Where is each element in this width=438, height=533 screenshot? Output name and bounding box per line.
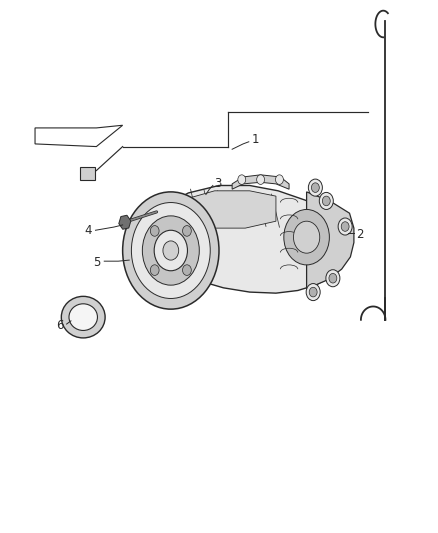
Circle shape bbox=[306, 284, 320, 301]
Ellipse shape bbox=[61, 296, 105, 338]
Circle shape bbox=[150, 225, 159, 236]
Text: 3: 3 bbox=[215, 177, 222, 190]
Circle shape bbox=[154, 230, 187, 271]
Circle shape bbox=[322, 196, 330, 206]
Text: 1: 1 bbox=[252, 133, 259, 146]
Circle shape bbox=[309, 287, 317, 297]
Polygon shape bbox=[188, 191, 276, 228]
Circle shape bbox=[238, 175, 246, 184]
Circle shape bbox=[257, 175, 265, 184]
Text: 4: 4 bbox=[84, 224, 92, 237]
Circle shape bbox=[123, 192, 219, 309]
Circle shape bbox=[311, 183, 319, 192]
Circle shape bbox=[326, 270, 340, 287]
Circle shape bbox=[163, 241, 179, 260]
Polygon shape bbox=[307, 192, 354, 289]
Circle shape bbox=[341, 222, 349, 231]
FancyBboxPatch shape bbox=[80, 167, 95, 180]
Circle shape bbox=[338, 218, 352, 235]
Polygon shape bbox=[166, 185, 350, 293]
Circle shape bbox=[284, 209, 329, 265]
Circle shape bbox=[293, 221, 320, 253]
Polygon shape bbox=[119, 215, 131, 229]
Circle shape bbox=[150, 265, 159, 276]
Circle shape bbox=[142, 216, 199, 285]
Circle shape bbox=[308, 179, 322, 196]
Circle shape bbox=[131, 203, 210, 298]
Text: 6: 6 bbox=[56, 319, 64, 332]
Circle shape bbox=[329, 273, 337, 283]
Circle shape bbox=[183, 265, 191, 276]
Circle shape bbox=[183, 225, 191, 236]
Ellipse shape bbox=[69, 304, 97, 330]
Circle shape bbox=[276, 175, 283, 184]
Circle shape bbox=[319, 192, 333, 209]
Polygon shape bbox=[232, 175, 289, 189]
Polygon shape bbox=[35, 125, 123, 147]
Text: 5: 5 bbox=[93, 256, 100, 269]
Text: 2: 2 bbox=[356, 228, 363, 241]
